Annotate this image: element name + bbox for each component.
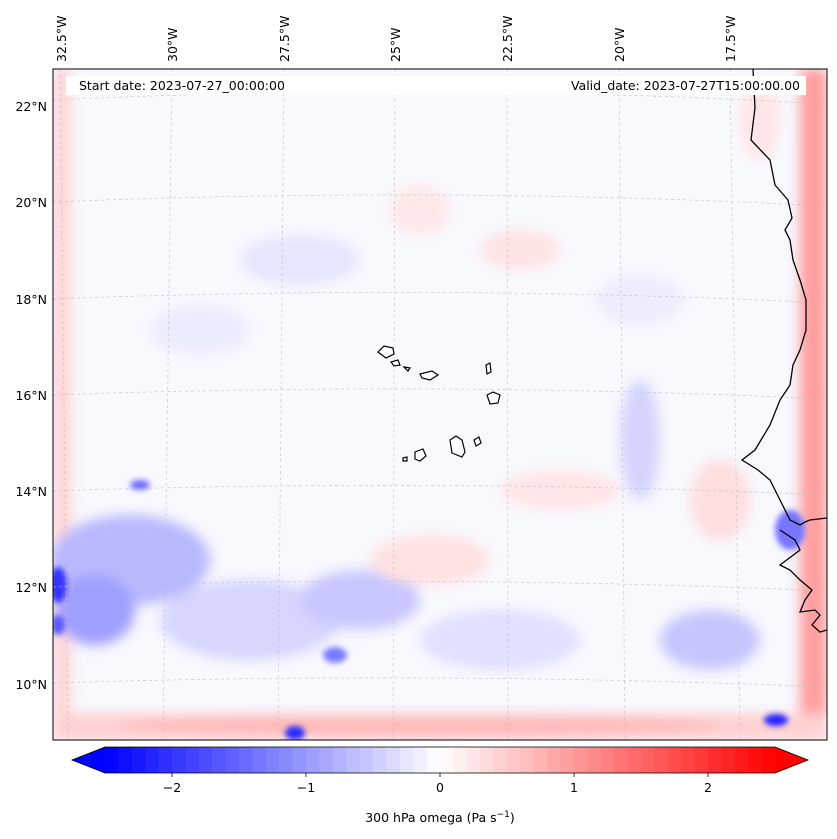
colorbar-cell [252, 747, 267, 773]
colorbar-extend-max [775, 747, 808, 773]
colorbar-cell [748, 747, 763, 773]
colorbar-tick-label: 2 [704, 780, 712, 795]
lon-label: 25°W [388, 27, 403, 62]
colorbar-cell [667, 747, 682, 773]
colorbar-tick-label: −1 [297, 780, 315, 795]
colorbar-cell [346, 747, 361, 773]
colorbar-cell [547, 747, 562, 773]
colorbar-ticks: −2 −1 0 1 2 [163, 773, 712, 795]
latitude-labels: 22°N 20°N 18°N 16°N 14°N 12°N 10°N [15, 99, 47, 692]
colorbar-cell [734, 747, 749, 773]
colorbar-cell [292, 747, 307, 773]
lon-label: 27.5°W [277, 16, 292, 62]
colorbar-cell [627, 747, 642, 773]
lon-label: 20°W [612, 27, 627, 62]
colorbar-label: 300 hPa omega (Pa s−1) [365, 810, 515, 825]
colorbar-tick-label: 0 [436, 780, 444, 795]
colorbar-extend-min [72, 747, 105, 773]
colorbar-cell [105, 747, 119, 773]
start-date-label: Start date: 2023-07-27_00:00:00 [79, 78, 285, 93]
lon-label: 17.5°W [723, 16, 738, 62]
colorbar-cell [533, 747, 548, 773]
colorbar-cell [118, 747, 133, 773]
colorbar-cell [306, 747, 320, 773]
colorbar-cell [399, 747, 414, 773]
colorbar-cell [520, 747, 535, 773]
colorbar-cell [225, 747, 240, 773]
colorbar-cell [681, 747, 696, 773]
colorbar-cell [279, 747, 294, 773]
colorbar-cell [480, 747, 495, 773]
colorbar-cell [654, 747, 669, 773]
colorbar-cell [560, 747, 575, 773]
colorbar: −2 −1 0 1 2 300 hPa omega (Pa s−1) [70, 746, 810, 825]
lon-label: 22.5°W [500, 16, 515, 62]
colorbar-cell [453, 747, 468, 773]
valid-date-label: Valid_date: 2023-07-27T15:00:00.00 [571, 78, 800, 93]
colorbar-cell [641, 747, 655, 773]
lat-label: 18°N [15, 292, 47, 307]
colorbar-cell [319, 747, 334, 773]
colorbar-outline [70, 746, 810, 774]
colorbar-cell [172, 747, 186, 773]
colorbar-cell [426, 747, 441, 773]
colorbar-cell [761, 747, 776, 773]
colorbar-cell [212, 747, 227, 773]
map-area [53, 69, 827, 740]
map-border [52, 68, 828, 741]
colorbar-cell [614, 747, 629, 773]
cape-verde-islands [377, 345, 501, 462]
colorbar-cell [239, 747, 253, 773]
colorbar-cell [466, 747, 481, 773]
colorbar-cell [587, 747, 602, 773]
colorbar-cell [600, 747, 615, 773]
colorbar-cell [440, 747, 454, 773]
lat-label: 20°N [15, 195, 47, 210]
colorbar-cell [721, 747, 736, 773]
colorbar-cell [158, 747, 173, 773]
colorbar-cell [507, 747, 521, 773]
colorbar-cell [708, 747, 722, 773]
colorbar-cell [265, 747, 280, 773]
longitude-labels: 32.5°W 30°W 27.5°W 25°W 22.5°W 20°W 17.5… [54, 16, 738, 62]
colorbar-tick-label: 1 [570, 780, 578, 795]
coastline-africa [740, 69, 827, 633]
lat-label: 10°N [15, 677, 47, 692]
colorbar-cell [694, 747, 709, 773]
colorbar-tick-label: −2 [163, 780, 181, 795]
lon-label: 32.5°W [54, 16, 69, 62]
colorbar-cell [493, 747, 508, 773]
colorbar-cell [332, 747, 347, 773]
lon-label: 30°W [165, 27, 180, 62]
colorbar-cell [359, 747, 374, 773]
lat-label: 12°N [15, 580, 47, 595]
colorbar-cell [373, 747, 387, 773]
colorbar-cell [413, 747, 428, 773]
colorbar-cell [131, 747, 146, 773]
colorbar-cell [386, 747, 401, 773]
lat-label: 22°N [15, 99, 47, 114]
gridlines [53, 69, 827, 740]
colorbar-cell [574, 747, 588, 773]
lat-label: 14°N [15, 484, 47, 499]
colorbar-cells [72, 747, 808, 773]
lat-label: 16°N [15, 388, 47, 403]
colorbar-cell [198, 747, 213, 773]
colorbar-cell [185, 747, 200, 773]
colorbar-cell [145, 747, 160, 773]
